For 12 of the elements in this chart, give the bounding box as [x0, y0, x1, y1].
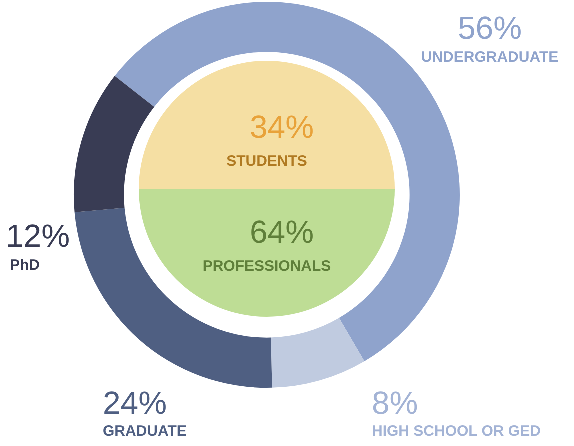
category-label: PROFESSIONALS [202, 258, 332, 276]
data-label: 8% [372, 384, 418, 421]
data-label: 12% [6, 218, 70, 254]
data-label: 56% [458, 10, 522, 46]
slice-label: PhD [10, 257, 40, 274]
data-label: 34% [250, 108, 314, 145]
category-label: STUDENTS [226, 153, 308, 170]
data-label: 24% [103, 384, 168, 421]
slice-label: HIGH SCHOOL OR GED [372, 423, 542, 440]
slice-label: UNDERGRADUATE [421, 49, 559, 66]
data-label: 64% [250, 214, 314, 250]
slice-label: GRADUATE [103, 423, 187, 440]
